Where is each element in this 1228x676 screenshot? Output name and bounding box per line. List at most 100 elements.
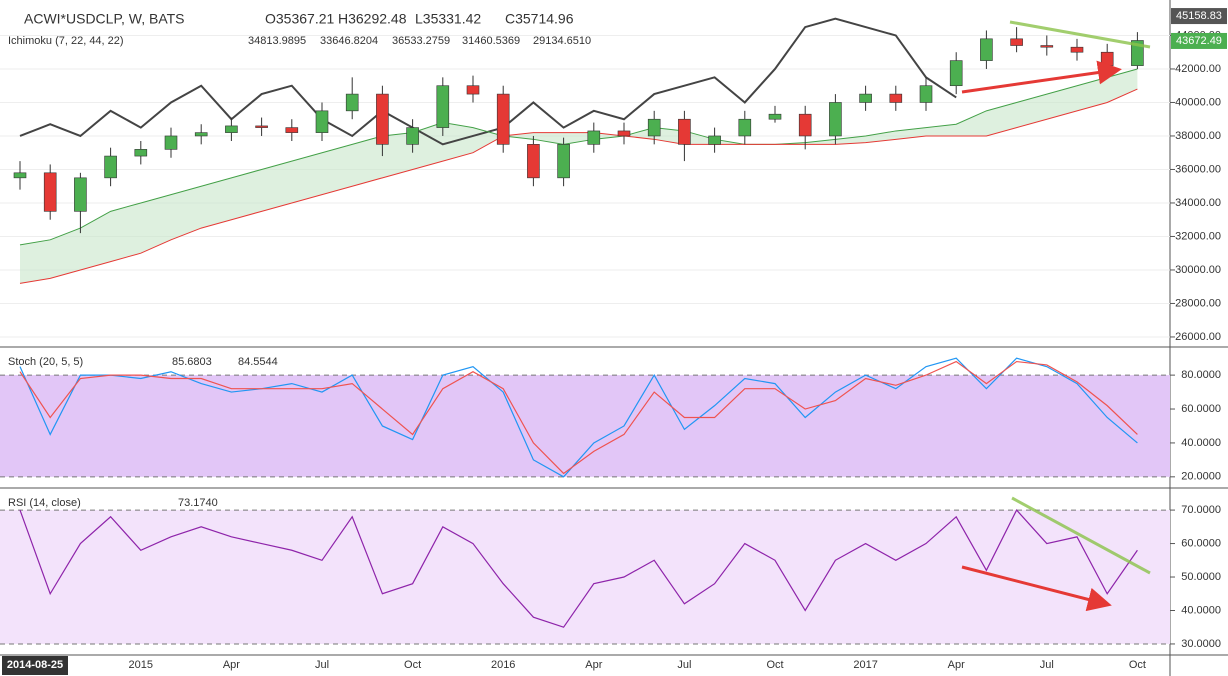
candle-body: [104, 155, 117, 179]
indicator-value: 29134.6510: [533, 35, 591, 47]
candle-body: [134, 149, 148, 157]
x-tick-label: Jul: [315, 659, 329, 671]
candle-body: [1040, 45, 1054, 48]
cloud: [20, 68, 1138, 284]
candle-body: [285, 127, 299, 133]
band: [0, 510, 1170, 644]
y-tick-label: 30.0000: [1181, 638, 1221, 650]
y-tick-label: 50.0000: [1181, 571, 1221, 583]
candle-body: [889, 93, 903, 103]
line: [19, 88, 1138, 284]
y-tick-label: 20.0000: [1181, 471, 1221, 483]
line: [19, 357, 1138, 478]
candle-body: [829, 102, 842, 137]
y-tick-label: 80.0000: [1181, 369, 1221, 381]
candle-body: [225, 125, 238, 133]
arrow: [961, 565, 1112, 612]
candle-body: [678, 118, 691, 145]
x-tick-label: 2014-08-25: [7, 659, 63, 671]
candle-body: [13, 172, 27, 179]
y-tick-label: 32000.00: [1175, 230, 1221, 242]
candle-body: [617, 130, 631, 137]
candle-body: [647, 118, 661, 137]
indicator-name: RSI (14, close): [8, 497, 81, 509]
candle-body: [496, 93, 510, 145]
candle-body: [587, 130, 601, 145]
candle-body: [980, 38, 993, 61]
candle-body: [436, 85, 450, 128]
line: [19, 68, 1138, 246]
y-tick-label: 42000.00: [1175, 63, 1221, 75]
price-label: 45158.83: [1176, 10, 1222, 22]
candle-body: [859, 93, 872, 103]
indicator-value: 31460.5369: [462, 35, 520, 47]
candle-body: [1010, 38, 1023, 46]
indicator-name: Stoch (20, 5, 5): [8, 356, 83, 368]
x-tick-label: 2017: [853, 659, 877, 671]
y-tick-label: 60.0000: [1181, 403, 1221, 415]
price-label-bg: [1171, 32, 1227, 49]
y-tick-label: 38000.00: [1175, 130, 1221, 142]
candle-body: [798, 113, 812, 137]
candle-body: [255, 125, 268, 128]
ohlc-value: H36292.48: [338, 11, 407, 27]
symbol-title: ACWI*USDCLP, W, BATS: [24, 11, 185, 27]
x-tick-label: Apr: [585, 659, 602, 671]
candle-body: [527, 144, 540, 179]
candle-body: [949, 60, 963, 87]
band: [0, 375, 1170, 477]
indicator-value: 36533.2759: [392, 35, 450, 47]
plot: [0, 17, 1170, 645]
y-tick-label: 30000.00: [1175, 264, 1221, 276]
indicator-value: 84.5544: [238, 356, 278, 368]
x-tick-label: Jul: [677, 659, 691, 671]
trend-line: [1009, 20, 1151, 49]
ohlc-value: C35714.96: [505, 11, 574, 27]
y-tick-label: 36000.00: [1175, 163, 1221, 175]
x-tick-label: 2016: [491, 659, 515, 671]
x-tick-label: Jul: [1040, 659, 1054, 671]
indicator-value: 33646.8204: [320, 35, 378, 47]
candle-body: [406, 127, 419, 145]
indicator-value: 34813.9895: [248, 35, 306, 47]
candle-body: [708, 135, 721, 145]
candle-body: [466, 85, 480, 95]
y-tick-label: 40000.00: [1175, 96, 1221, 108]
ohlc-value: L35331.42: [415, 11, 481, 27]
y-tick-label: 28000.00: [1175, 297, 1221, 309]
ohlc-value: O35367.21: [265, 11, 334, 27]
y-tick-label: 26000.00: [1175, 331, 1221, 343]
trend-line: [1011, 496, 1151, 575]
candle-body: [376, 93, 389, 145]
y-tick-label: 40.0000: [1181, 437, 1221, 449]
candle-body: [1070, 46, 1084, 53]
line: [19, 509, 1138, 628]
candle-body: [43, 172, 57, 212]
candle-body: [919, 85, 933, 103]
indicator-name: Ichimoku (7, 22, 44, 22): [8, 35, 124, 47]
candle-body: [557, 144, 570, 179]
x-tick-label: 2015: [129, 659, 153, 671]
candle-body: [74, 177, 87, 212]
price-label-bg: [1171, 8, 1227, 25]
x-tick-label: Oct: [1129, 659, 1146, 671]
arrow: [961, 60, 1122, 94]
indicator-value: 85.6803: [172, 356, 212, 368]
candle-body: [194, 132, 208, 137]
y-tick-label: 34000.00: [1175, 197, 1221, 209]
candle-body: [768, 113, 782, 120]
y-tick-label: 40.0000: [1181, 604, 1221, 616]
date-badge: [2, 656, 68, 675]
indicator-value: 73.1740: [178, 497, 218, 509]
x-tick-label: Oct: [404, 659, 421, 671]
price-label: 43672.49: [1176, 35, 1222, 47]
candle-body: [738, 118, 752, 137]
line: [19, 360, 1138, 475]
candle-body: [164, 135, 178, 150]
y-tick-label: 60.0000: [1181, 537, 1221, 549]
y-tick-label: 70.0000: [1181, 504, 1221, 516]
candle-body: [1100, 51, 1114, 66]
candle-body: [315, 110, 329, 133]
x-tick-label: Oct: [766, 659, 783, 671]
